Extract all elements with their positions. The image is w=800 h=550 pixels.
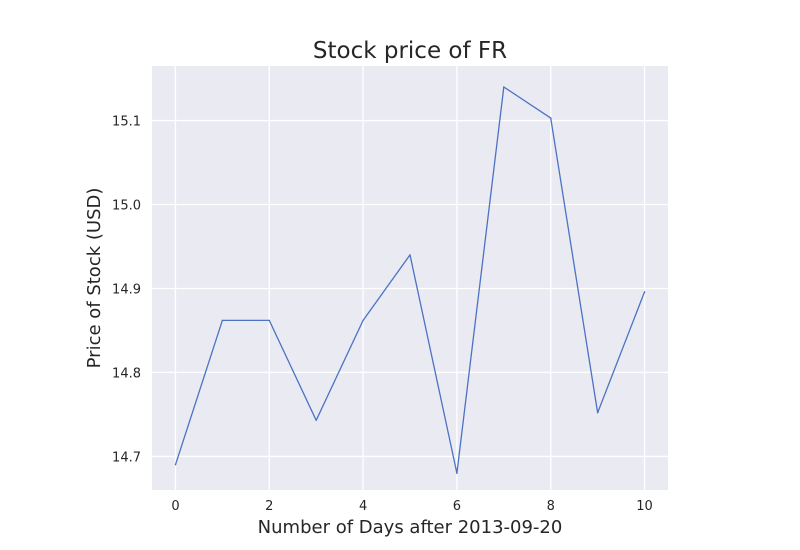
y-gridlines [152, 119, 668, 458]
x-tick-label: 2 [265, 499, 273, 514]
y-tick-label: 15.1 [112, 115, 141, 130]
data-point [174, 464, 177, 466]
x-axis-label: Number of Days after 2013-09-20 [258, 517, 563, 538]
x-tick-label: 10 [636, 499, 653, 514]
x-tick-label: 0 [171, 499, 179, 514]
y-tick-label: 15.0 [112, 199, 141, 214]
data-point [503, 86, 505, 88]
y-tick-label: 14.8 [112, 366, 141, 381]
data-point [550, 117, 552, 119]
data-point [596, 412, 599, 414]
x-tick-labels: 0 2 4 6 8 10 [171, 499, 653, 514]
plot-area [152, 66, 668, 490]
x-tick-label: 8 [547, 499, 555, 514]
data-point [362, 319, 364, 322]
data-point [221, 319, 224, 322]
y-axis-label: Price of Stock (USD) [84, 188, 105, 369]
y-tick-label: 14.7 [112, 450, 141, 465]
data-point [409, 254, 411, 256]
x-tick-label: 6 [453, 499, 461, 514]
x-tick-label: 4 [359, 499, 367, 514]
data-point [643, 291, 646, 293]
data-point [456, 472, 458, 474]
data-point [315, 419, 317, 422]
chart-title: Stock price of FR [313, 38, 507, 64]
series-layer [174, 86, 646, 474]
y-tick-label: 14.9 [112, 282, 141, 297]
data-point [268, 319, 270, 322]
y-tick-labels: 14.7 14.8 14.9 15.0 15.1 [112, 115, 141, 466]
x-gridlines [174, 66, 646, 490]
